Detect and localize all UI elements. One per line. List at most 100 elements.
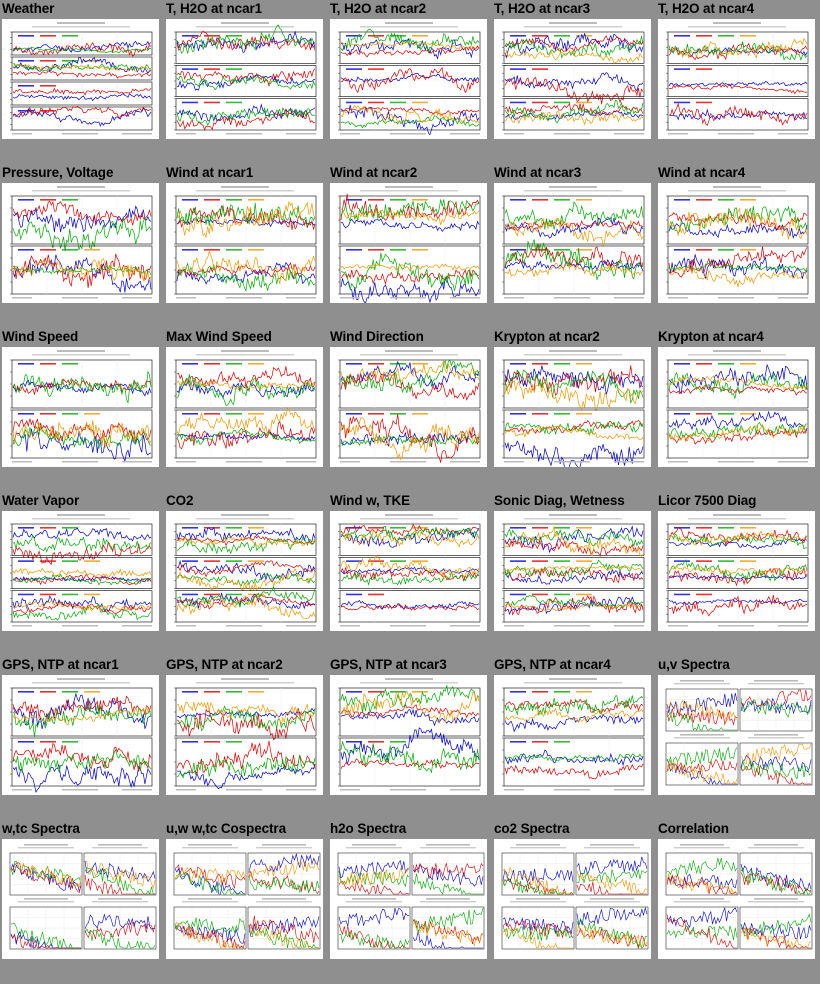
plot-panel: [502, 195, 645, 246]
plot-cell-u-w-w-tc-cospectra[interactable]: u,w w,tc Cospectra: [164, 820, 328, 984]
plot-thumbnail[interactable]: [494, 347, 651, 467]
plot-panel: [338, 409, 481, 463]
spectrum-panel: [173, 898, 247, 950]
plot-thumbnail[interactable]: [658, 183, 815, 303]
plot-cell-gps-ntp-at-ncar3[interactable]: GPS, NTP at ncar3: [328, 656, 492, 820]
plot-thumbnail[interactable]: [330, 839, 487, 959]
plot-cell-co2[interactable]: CO2: [164, 492, 328, 656]
plot-cell-max-wind-speed[interactable]: Max Wind Speed: [164, 328, 328, 492]
spectrum-panel: [501, 898, 575, 950]
plot-cell-gps-ntp-at-ncar2[interactable]: GPS, NTP at ncar2: [164, 656, 328, 820]
plot-cell-wind-at-ncar1[interactable]: Wind at ncar1: [164, 164, 328, 328]
plot-cell-weather[interactable]: Weather: [0, 0, 164, 164]
plot-thumbnail[interactable]: [166, 19, 323, 139]
plot-thumbnail[interactable]: [494, 183, 651, 303]
plot-thumbnail[interactable]: [658, 839, 815, 959]
plot-cell-krypton-at-ncar2[interactable]: Krypton at ncar2: [492, 328, 656, 492]
plot-cell-t-h2o-at-ncar1[interactable]: T, H2O at ncar1: [164, 0, 328, 164]
spectrum-panel: [337, 844, 411, 896]
plot-cell-title: GPS, NTP at ncar3: [330, 657, 447, 672]
plot-cell-title: Wind at ncar2: [330, 165, 418, 180]
spectrum-panel: [739, 844, 813, 896]
plot-cell-wind-at-ncar3[interactable]: Wind at ncar3: [492, 164, 656, 328]
plot-thumbnail-image: [666, 22, 809, 135]
plot-thumbnail[interactable]: [330, 183, 487, 303]
plot-cell-wind-at-ncar2[interactable]: Wind at ncar2: [328, 164, 492, 328]
plot-cell-title: CO2: [166, 493, 194, 508]
plot-thumbnail[interactable]: [166, 511, 323, 631]
plot-cell-correlation[interactable]: Correlation: [656, 820, 820, 984]
plot-thumbnail[interactable]: [166, 347, 323, 467]
plot-panel: [174, 98, 317, 132]
plot-cell-t-h2o-at-ncar4[interactable]: T, H2O at ncar4: [656, 0, 820, 164]
plot-thumbnail[interactable]: [494, 839, 651, 959]
plot-panel: [174, 523, 317, 556]
plot-cell-u-v-spectra[interactable]: u,v Spectra: [656, 656, 820, 820]
plot-panel: [174, 245, 317, 295]
plot-panel: [338, 590, 481, 623]
plot-cell-sonic-diag-wetness[interactable]: Sonic Diag, Wetness: [492, 492, 656, 656]
plot-thumbnail[interactable]: [658, 511, 815, 631]
plot-cell-wind-at-ncar4[interactable]: Wind at ncar4: [656, 164, 820, 328]
plot-panel: [10, 590, 153, 623]
plot-panel: [338, 727, 481, 787]
plot-thumbnail[interactable]: [330, 675, 487, 795]
plot-thumbnail[interactable]: [2, 183, 159, 303]
plot-thumbnail-image: [338, 186, 481, 303]
plot-thumbnail-image: [666, 186, 809, 299]
plot-panel: [10, 105, 153, 131]
spectrum-panel: [739, 734, 813, 786]
plot-thumbnail[interactable]: [166, 675, 323, 795]
plot-cell-w-tc-spectra[interactable]: w,tc Spectra: [0, 820, 164, 984]
plot-thumbnail[interactable]: [494, 511, 651, 631]
plot-thumbnail-image: [10, 514, 153, 627]
plot-thumbnail[interactable]: [494, 19, 651, 139]
plot-cell-wind-direction[interactable]: Wind Direction: [328, 328, 492, 492]
spectrum-panel: [173, 844, 247, 896]
plot-cell-krypton-at-ncar4[interactable]: Krypton at ncar4: [656, 328, 820, 492]
plot-thumbnail[interactable]: [330, 511, 487, 631]
plot-panel: [666, 409, 809, 459]
plot-thumbnail-image: [338, 678, 481, 791]
plot-cell-gps-ntp-at-ncar1[interactable]: GPS, NTP at ncar1: [0, 656, 164, 820]
spectrum-panel: [337, 898, 411, 950]
plot-panel: [10, 557, 153, 589]
plot-thumbnail-image: [338, 514, 481, 627]
plot-cell-t-h2o-at-ncar3[interactable]: T, H2O at ncar3: [492, 0, 656, 164]
plot-cell-t-h2o-at-ncar2[interactable]: T, H2O at ncar2: [328, 0, 492, 164]
plot-thumbnail[interactable]: [658, 19, 815, 139]
plot-panel: [666, 245, 809, 295]
plot-cell-gps-ntp-at-ncar4[interactable]: GPS, NTP at ncar4: [492, 656, 656, 820]
spectrum-panel: [665, 898, 739, 950]
plot-cell-co2-spectra[interactable]: co2 Spectra: [492, 820, 656, 984]
plot-thumbnail[interactable]: [2, 347, 159, 467]
plot-panel: [338, 359, 481, 409]
plot-thumbnail[interactable]: [166, 839, 323, 959]
plot-thumbnail[interactable]: [330, 347, 487, 467]
plot-cell-pressure-voltage[interactable]: Pressure, Voltage: [0, 164, 164, 328]
plot-cell-licor-7500-diag[interactable]: Licor 7500 Diag: [656, 492, 820, 656]
plot-cell-wind-w-tke[interactable]: Wind w, TKE: [328, 492, 492, 656]
plot-thumbnail-image: [174, 514, 317, 627]
plot-thumbnail[interactable]: [2, 675, 159, 795]
plot-thumbnail[interactable]: [658, 347, 815, 467]
plot-thumbnail[interactable]: [330, 19, 487, 139]
plot-thumbnail[interactable]: [2, 511, 159, 631]
plot-panel: [338, 65, 481, 97]
plot-cell-water-vapor[interactable]: Water Vapor: [0, 492, 164, 656]
plot-thumbnail[interactable]: [2, 19, 159, 139]
plot-cell-title: Wind Speed: [2, 329, 79, 344]
plot-cell-title: Krypton at ncar2: [494, 329, 600, 344]
plot-cell-h2o-spectra[interactable]: h2o Spectra: [328, 820, 492, 984]
plot-thumbnail[interactable]: [2, 839, 159, 959]
plot-thumbnail-image: [10, 186, 153, 299]
plot-panel: [502, 65, 645, 105]
spectrum-panel: [575, 898, 649, 950]
plot-cell-wind-speed[interactable]: Wind Speed: [0, 328, 164, 492]
plot-cell-title: Sonic Diag, Wetness: [494, 493, 625, 508]
plot-thumbnail[interactable]: [166, 183, 323, 303]
plot-thumbnail[interactable]: [494, 675, 651, 795]
plot-thumbnail[interactable]: [658, 675, 815, 795]
plot-cell-title: w,tc Spectra: [2, 821, 80, 836]
